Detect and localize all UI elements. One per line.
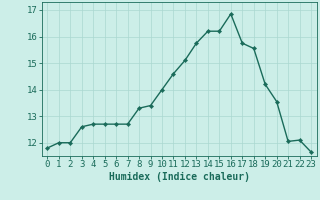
X-axis label: Humidex (Indice chaleur): Humidex (Indice chaleur) [109,172,250,182]
